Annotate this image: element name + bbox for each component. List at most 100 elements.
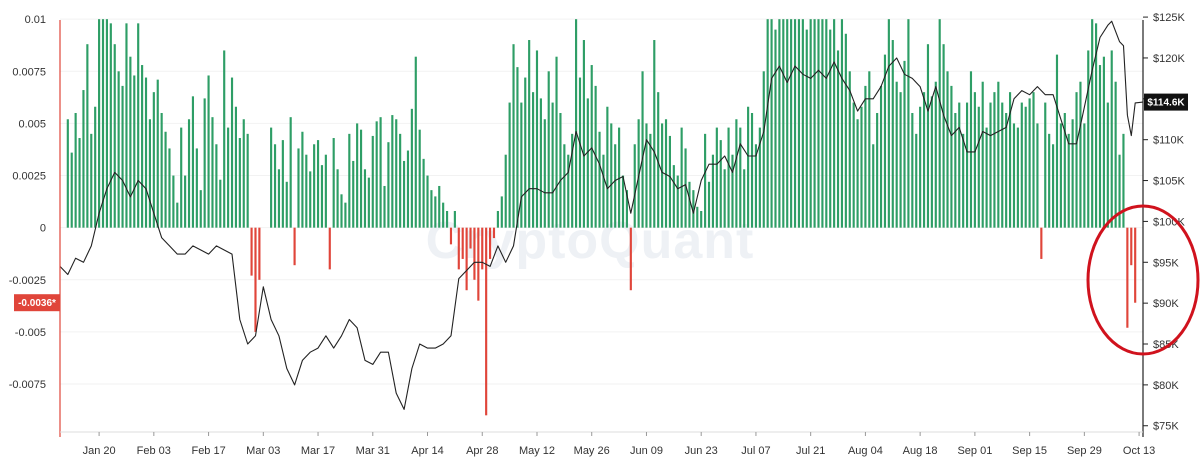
rate-bar: [164, 131, 167, 228]
x-tick-label: Mar 03: [246, 445, 280, 457]
rate-bar: [336, 169, 339, 228]
rate-bar: [942, 44, 945, 228]
rate-bar: [535, 50, 539, 228]
highlight-circle-annotation: [1086, 204, 1200, 356]
rate-bar: [191, 96, 195, 228]
rate-bar: [1048, 133, 1051, 228]
rate-bar: [184, 175, 187, 228]
left-tick-label: -0.0025: [9, 275, 46, 287]
rate-bar: [285, 181, 288, 228]
rate-bar: [743, 169, 746, 228]
rate-bar: [821, 19, 824, 228]
rate-bar: [320, 165, 324, 228]
rate-bar: [203, 98, 206, 228]
left-tick-label: -0.005: [15, 327, 46, 339]
price-line-path: [59, 20, 1144, 410]
rate-bar: [141, 65, 144, 228]
rate-bar: [1122, 133, 1125, 228]
rate-bar: [273, 144, 277, 228]
rate-bar: [348, 133, 351, 228]
rate-bar: [813, 19, 816, 228]
rate-bar: [324, 154, 327, 228]
rate-bar: [160, 113, 163, 228]
rate-bar: [1079, 81, 1082, 228]
rate-bar: [825, 19, 828, 228]
rate-bar: [551, 102, 554, 228]
rate-bar: [187, 119, 191, 228]
right-axis-ticks: $125K$120K$115K$110K$105K$100K$95K$90K$8…: [1143, 12, 1185, 433]
rate-bar: [997, 81, 1000, 228]
rate-bar: [78, 138, 81, 228]
rate-bar: [723, 169, 726, 228]
rate-bar: [148, 119, 151, 228]
rate-bar: [661, 123, 664, 228]
rate-bar: [758, 127, 761, 228]
right-tick-label: $125K: [1153, 12, 1185, 24]
left-tick-label: 0.0075: [12, 66, 46, 78]
rate-bar: [582, 40, 585, 228]
rate-bar: [207, 75, 210, 228]
rate-bar: [879, 85, 883, 228]
rate-bar: [715, 127, 718, 228]
rate-bar: [797, 19, 801, 228]
rate-bar: [950, 85, 953, 228]
rate-bar: [172, 175, 175, 228]
rate-bar: [489, 227, 492, 259]
rate-bar: [633, 144, 636, 228]
rate-bar: [770, 19, 773, 228]
rate-bar: [481, 227, 484, 270]
rate-bar: [82, 90, 85, 228]
rate-bar: [125, 23, 128, 228]
rate-bar: [109, 23, 112, 228]
rate-bar: [989, 102, 992, 228]
rate-bar: [1012, 123, 1016, 228]
rate-bar: [903, 60, 906, 228]
rate-bar: [473, 227, 476, 280]
rate-bar: [105, 19, 108, 228]
x-axis-ticks: Jan 20 Feb 03 Feb 17 Mar 03 Mar 17 Mar 31 Apr …: [83, 432, 1155, 457]
rate-bar: [1059, 123, 1062, 228]
rate-bar: [1071, 119, 1074, 228]
rate-bar: [578, 77, 582, 228]
rate-bar: [418, 129, 421, 228]
rate-bar: [520, 102, 523, 228]
rate-bar: [719, 140, 722, 228]
rate-bar: [891, 40, 894, 228]
rate-bar: [98, 19, 101, 228]
x-tick-label: Sep 15: [1012, 445, 1047, 457]
x-tick-label: Mar 31: [356, 445, 390, 457]
rate-bar: [1016, 127, 1019, 228]
rate-bar: [332, 138, 335, 228]
rate-bar: [461, 227, 464, 259]
right-tick-label: $95K: [1153, 257, 1179, 269]
rate-bar: [492, 227, 496, 239]
rate-bar: [152, 92, 155, 228]
rate-bar: [512, 44, 515, 228]
rate-bar: [485, 227, 488, 416]
rate-bar: [571, 133, 574, 228]
right-tick-label: $80K: [1153, 380, 1179, 392]
rate-bar: [915, 133, 918, 228]
rate-bar: [1110, 50, 1113, 228]
rate-bar: [938, 19, 941, 228]
rate-bar: [985, 127, 988, 228]
rate-bar: [1008, 92, 1012, 228]
rate-bar: [1032, 92, 1035, 228]
rate-bar: [653, 40, 656, 228]
rate-bar: [250, 227, 253, 276]
rate-bar: [754, 144, 758, 228]
right-tick-label: $90K: [1153, 298, 1179, 310]
rate-bar: [500, 196, 503, 228]
rate-bar: [676, 175, 679, 228]
rate-bar: [977, 106, 980, 228]
rate-bar: [1040, 227, 1043, 259]
rate-bar: [1091, 19, 1094, 228]
axes: [59, 20, 1144, 437]
rate-bar: [414, 56, 417, 228]
right-tick-label: $105K: [1153, 176, 1185, 188]
rate-bar: [930, 96, 933, 228]
rate-bar: [524, 77, 527, 228]
rate-bar: [391, 115, 394, 228]
rate-bar: [434, 196, 437, 228]
x-tick-label: May 26: [574, 445, 610, 457]
